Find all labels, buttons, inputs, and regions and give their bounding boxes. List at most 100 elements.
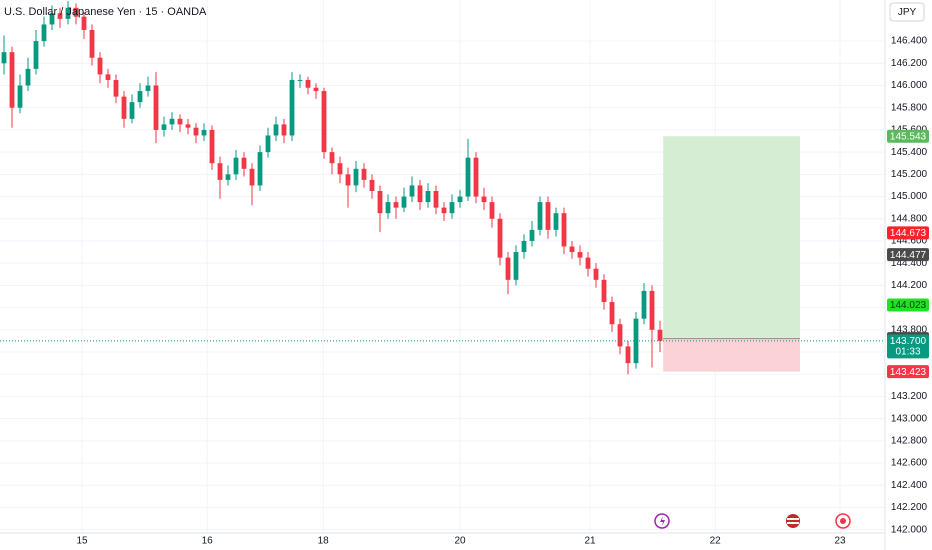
candle-body [193, 127, 199, 136]
candle-body [657, 329, 663, 341]
price-label: 144.023 [890, 300, 927, 311]
price-label-box [887, 248, 929, 262]
y-tick-label: 145.000 [891, 191, 928, 202]
y-tick-label: 142.400 [891, 480, 928, 491]
candle-body [353, 168, 359, 186]
price-label: 145.543 [890, 131, 927, 142]
candle-body [185, 124, 191, 128]
candle-body [489, 202, 495, 219]
candle-body [177, 118, 183, 125]
candle-body [89, 29, 95, 58]
candle-body [393, 202, 399, 208]
y-tick-label: 145.200 [891, 169, 928, 180]
candle-body [281, 124, 287, 136]
candle-body [593, 268, 599, 280]
candle-body [465, 157, 471, 197]
y-tick-label: 144.600 [891, 236, 928, 247]
x-tick-label: 16 [202, 536, 214, 547]
candle-body [153, 85, 159, 130]
currency[interactable]: JPY [898, 7, 917, 18]
candle-body [529, 229, 535, 241]
candle-body [137, 91, 143, 103]
candle-body [377, 190, 383, 214]
candle-body [305, 79, 311, 88]
event-icon-glyph [787, 522, 799, 524]
x-tick-label: 18 [318, 536, 330, 547]
candle-body [73, 7, 79, 17]
countdown: 01:33 [895, 347, 920, 358]
y-tick-label: 142.200 [891, 502, 928, 513]
y-tick-label: 144.400 [891, 258, 928, 269]
y-tick-label: 144.800 [891, 213, 928, 224]
candle-body [553, 213, 559, 230]
candle-body [449, 202, 455, 214]
candle-body [97, 57, 103, 75]
chart-title: U.S. Dollar / Japanese Yen · 15 · OANDA [4, 6, 207, 18]
candle-body [409, 185, 415, 197]
candle-body [1, 52, 7, 64]
y-tick-label: 142.600 [891, 458, 928, 469]
candle-body [113, 79, 119, 97]
candle-body [17, 85, 23, 108]
candle-body [513, 252, 519, 280]
candle-body [457, 196, 463, 203]
y-tick-label: 143.800 [891, 324, 928, 335]
candle-body [145, 85, 151, 92]
loss-zone [663, 338, 800, 372]
event-icon-glyph [840, 518, 846, 524]
profit-zone [663, 136, 800, 339]
candle-body [521, 240, 527, 253]
y-tick-label: 145.800 [891, 102, 928, 113]
current-price-box [887, 334, 929, 359]
candle-body [41, 24, 47, 42]
currency-button[interactable] [889, 2, 925, 22]
candle-body [473, 157, 479, 197]
candle-body [81, 16, 87, 30]
candle-body [561, 213, 567, 247]
y-tick-label: 143.200 [891, 391, 928, 402]
candle-body [225, 174, 231, 180]
candle-body [257, 152, 263, 186]
candle-body [433, 190, 439, 208]
x-tick-label: 23 [834, 536, 846, 547]
y-tick-label: 144.200 [891, 280, 928, 291]
candle-body [537, 202, 543, 230]
price-label-box [887, 298, 929, 312]
candle-body [129, 102, 135, 119]
candle-body [585, 257, 591, 269]
price-label: 144.477 [890, 250, 927, 261]
candle-body [273, 124, 279, 136]
candle-body [33, 41, 39, 69]
price-label: 144.673 [890, 228, 927, 239]
y-tick-label: 143.000 [891, 413, 928, 424]
plot [0, 1, 885, 375]
candle-body [297, 79, 303, 81]
candle-body [361, 168, 367, 180]
event-icon-glyph [787, 518, 799, 520]
event-icon[interactable] [786, 514, 800, 528]
candle-body [601, 279, 607, 303]
candle-body [641, 290, 647, 319]
candle-body [25, 68, 31, 86]
candle-body [313, 87, 319, 92]
candle-body [345, 174, 351, 186]
candle-body [105, 74, 111, 80]
candle-body [441, 207, 447, 214]
candle-body [425, 190, 431, 203]
y-tick-label: 145.400 [891, 147, 928, 158]
candle-body [401, 196, 407, 208]
candle-body [497, 218, 503, 258]
price-label-box [887, 226, 929, 240]
candle-body [265, 135, 271, 153]
candle-body [249, 168, 255, 186]
candle-body [65, 7, 71, 19]
y-tick-label: 142.000 [891, 524, 928, 535]
price-label-box [887, 129, 929, 143]
candle-body [289, 79, 295, 136]
candle-body [481, 196, 487, 203]
candle-body [385, 202, 391, 214]
candle-body [609, 302, 615, 325]
current-price-label: 143.700 [890, 336, 927, 347]
y-tick-label: 142.800 [891, 435, 928, 446]
